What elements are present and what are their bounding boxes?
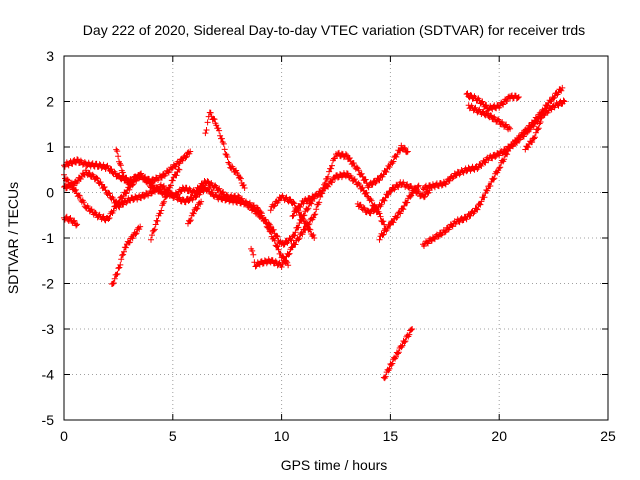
x-tick-label: 10: [274, 428, 290, 444]
data-point-markers: [289, 193, 318, 220]
series-t19: [465, 102, 514, 133]
x-tick-label: 20: [491, 428, 507, 444]
y-tick-label: -3: [42, 321, 55, 337]
y-tick-label: -5: [42, 412, 55, 428]
series-t7: [113, 146, 139, 188]
data-point-markers: [61, 170, 292, 269]
series-t18: [463, 90, 522, 114]
data-point-markers: [113, 146, 139, 188]
y-tick-label: 0: [46, 185, 54, 201]
series-t3: [61, 170, 292, 269]
y-tick-label: -2: [42, 276, 55, 292]
data-point-markers: [522, 118, 544, 153]
data-point-markers: [108, 223, 144, 287]
series-t2: [61, 167, 390, 248]
data-point-markers: [248, 142, 411, 270]
series-t9: [185, 198, 205, 227]
x-tick-label: 15: [383, 428, 399, 444]
data-point-markers: [202, 109, 248, 191]
y-axis-label: SDTVAR / TECUs: [5, 182, 21, 294]
data-point-markers: [420, 97, 568, 193]
data-points: [61, 84, 568, 382]
grid: [64, 56, 608, 420]
series-t15: [380, 326, 416, 382]
data-point-markers: [463, 90, 522, 114]
y-tick-label: 3: [46, 48, 54, 64]
series-t17: [420, 97, 568, 193]
y-tick-label: 2: [46, 94, 54, 110]
data-point-markers: [61, 167, 390, 248]
series-t5: [108, 223, 144, 287]
y-tick-label: 1: [46, 139, 54, 155]
x-tick-label: 25: [600, 428, 616, 444]
data-point-markers: [376, 182, 422, 243]
data-point-markers: [380, 326, 416, 382]
series-t10: [248, 142, 411, 270]
series-t12: [289, 193, 318, 220]
series-t8: [202, 109, 248, 191]
series-t6: [148, 166, 183, 243]
x-axis-label: GPS time / hours: [281, 457, 388, 473]
axis-ticks: 0 5 10 15 20 25 -5 -4 -3 -2 -1 0 1 2 3: [42, 48, 616, 444]
data-point-markers: [185, 198, 205, 227]
chart-title: Day 222 of 2020, Sidereal Day-to-day VTE…: [83, 22, 585, 38]
y-tick-label: -4: [42, 367, 55, 383]
series-t14: [376, 182, 422, 243]
data-point-markers: [148, 166, 183, 243]
x-tick-label: 0: [60, 428, 68, 444]
data-point-markers: [465, 102, 514, 133]
x-tick-label: 5: [169, 428, 177, 444]
y-tick-label: -1: [42, 230, 55, 246]
series-t20: [522, 118, 544, 153]
